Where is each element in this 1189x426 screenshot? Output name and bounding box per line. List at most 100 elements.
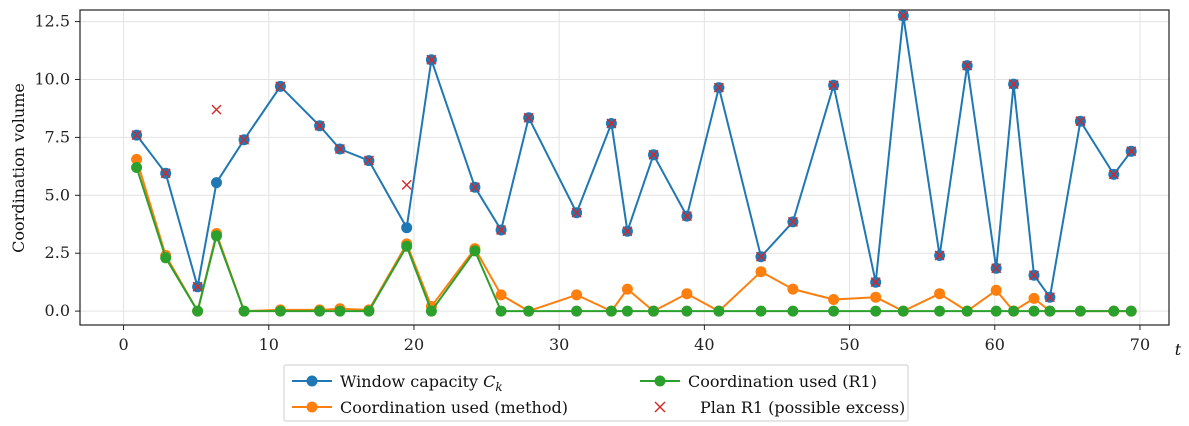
data-point bbox=[131, 153, 143, 165]
data-point bbox=[469, 245, 481, 257]
data-point bbox=[238, 305, 250, 317]
plan-marker bbox=[991, 263, 1002, 274]
plan-marker-stroke bbox=[648, 149, 659, 160]
x-tick-label: 10 bbox=[259, 335, 279, 354]
legend-label: Coordination used (method) bbox=[340, 398, 568, 417]
x-tick-label: 20 bbox=[404, 335, 424, 354]
plan-marker bbox=[334, 143, 345, 154]
plan-marker bbox=[1028, 270, 1039, 281]
plan-marker bbox=[1126, 146, 1137, 157]
plan-marker-stroke bbox=[1044, 292, 1055, 303]
data-point bbox=[755, 305, 767, 317]
legend-entry-r1: Coordination used (R1) bbox=[640, 372, 877, 391]
plan-marker-stroke bbox=[962, 60, 973, 71]
legend-swatch-marker bbox=[306, 375, 318, 387]
legend: Window capacity Ck Coordination used (me… bbox=[283, 364, 909, 422]
data-point bbox=[648, 305, 659, 317]
y-tick-label: 12.5 bbox=[34, 12, 70, 31]
plan-marker bbox=[1008, 79, 1019, 90]
data-point bbox=[934, 305, 946, 317]
data-point bbox=[334, 305, 346, 317]
series-plan-r1 bbox=[131, 10, 1137, 303]
plan-marker-stroke bbox=[622, 226, 633, 237]
data-point bbox=[211, 177, 222, 189]
plan-marker-stroke bbox=[606, 118, 617, 129]
y-tick-label: 2.5 bbox=[45, 243, 70, 262]
plan-marker bbox=[934, 250, 945, 261]
x-tick-label: 60 bbox=[985, 335, 1005, 354]
plan-marker-stroke bbox=[275, 81, 286, 92]
legend-label: Window capacity Ck bbox=[340, 372, 503, 394]
plan-marker bbox=[314, 120, 325, 131]
data-point bbox=[1074, 305, 1086, 317]
series-line bbox=[135, 167, 1132, 313]
y-tick-label: 7.5 bbox=[45, 127, 70, 146]
data-point bbox=[828, 294, 840, 305]
plan-marker bbox=[469, 182, 480, 193]
plan-marker-stroke bbox=[523, 112, 534, 123]
data-point bbox=[1008, 305, 1020, 317]
plan-marker-stroke bbox=[681, 211, 692, 222]
series-group bbox=[131, 10, 1137, 317]
data-point bbox=[621, 305, 633, 317]
plan-marker bbox=[275, 81, 286, 92]
data-point bbox=[363, 305, 375, 317]
data-point bbox=[713, 305, 725, 317]
series-coordination-used-r1 bbox=[131, 162, 1137, 317]
plan-marker-stroke bbox=[401, 179, 412, 190]
plan-marker bbox=[131, 130, 142, 141]
plan-marker-stroke bbox=[131, 130, 142, 141]
plan-marker bbox=[870, 277, 881, 288]
data-point bbox=[425, 305, 437, 317]
y-tick-label: 5.0 bbox=[45, 185, 70, 204]
plot-area bbox=[79, 9, 1170, 326]
legend-frame bbox=[283, 364, 909, 422]
plan-marker bbox=[571, 207, 582, 218]
data-point bbox=[681, 305, 693, 317]
data-point bbox=[990, 305, 1002, 317]
plan-marker bbox=[211, 104, 222, 115]
plan-marker bbox=[192, 281, 203, 292]
legend-swatch-marker bbox=[654, 375, 666, 387]
data-point bbox=[495, 289, 507, 301]
data-point bbox=[621, 283, 633, 295]
data-point bbox=[990, 284, 1002, 296]
data-point bbox=[495, 305, 507, 317]
plan-marker bbox=[681, 211, 692, 222]
data-point bbox=[160, 252, 172, 264]
plan-marker bbox=[426, 54, 437, 65]
plan-marker bbox=[363, 155, 374, 166]
plan-marker bbox=[622, 226, 633, 237]
data-point bbox=[787, 283, 799, 295]
x-tick-label: 0 bbox=[118, 335, 128, 354]
plan-marker bbox=[239, 134, 250, 145]
plan-marker bbox=[523, 112, 534, 123]
y-tick-label: 10.0 bbox=[34, 69, 70, 88]
legend-swatch-x-marker bbox=[654, 401, 666, 413]
x-tick-label: 30 bbox=[549, 335, 569, 354]
data-point bbox=[1028, 305, 1040, 317]
plan-marker bbox=[1044, 292, 1055, 303]
plan-marker-stroke bbox=[314, 120, 325, 131]
series-line bbox=[135, 159, 1132, 313]
plan-marker bbox=[787, 216, 798, 227]
plan-marker bbox=[713, 82, 724, 93]
data-point bbox=[1125, 305, 1137, 317]
data-point bbox=[787, 305, 799, 317]
legend-swatch-marker bbox=[306, 401, 318, 413]
data-point bbox=[401, 222, 413, 234]
plan-marker-stroke bbox=[192, 281, 203, 292]
data-point bbox=[1028, 292, 1040, 304]
data-point bbox=[401, 240, 413, 252]
y-axis-label: Coordination volume bbox=[9, 83, 28, 253]
plan-marker-stroke bbox=[1028, 270, 1039, 281]
plan-marker-stroke bbox=[363, 155, 374, 166]
data-point bbox=[934, 288, 946, 300]
plan-marker-stroke bbox=[1126, 146, 1137, 157]
plan-marker-stroke bbox=[496, 225, 507, 236]
data-point bbox=[211, 230, 222, 242]
plan-marker-stroke bbox=[239, 134, 250, 145]
plan-marker bbox=[606, 118, 617, 129]
series-coordination-used-method bbox=[131, 153, 1137, 317]
plan-marker-stroke bbox=[870, 277, 881, 288]
